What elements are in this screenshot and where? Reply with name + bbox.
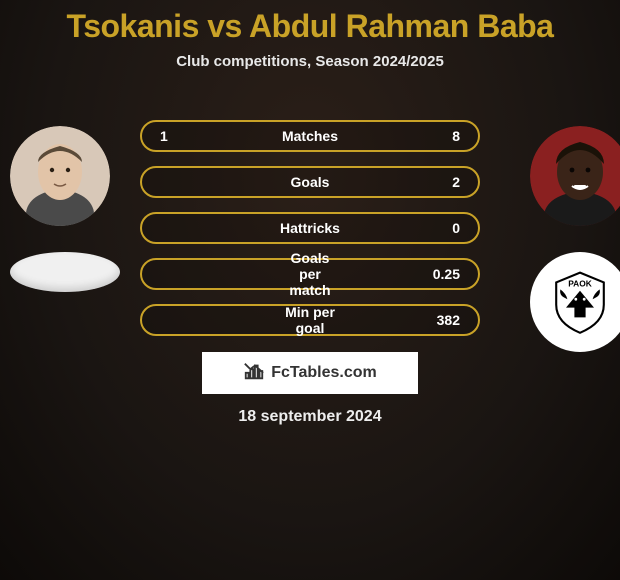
stat-right-value: 0 <box>452 220 460 236</box>
stat-row: Goals per match 0.25 <box>140 258 480 290</box>
comparison-card: Tsokanis vs Abdul Rahman Baba Club compe… <box>0 0 620 580</box>
page-title: Tsokanis vs Abdul Rahman Baba <box>0 0 620 45</box>
stat-row: Goals 2 <box>140 166 480 198</box>
stat-right-value: 0.25 <box>433 266 460 282</box>
watermark: FcTables.com <box>202 352 418 394</box>
stat-right-value: 8 <box>452 128 460 144</box>
svg-text:PAOK: PAOK <box>568 279 592 289</box>
stats-container: 1 Matches 8 Goals 2 Hattricks 0 Goals pe… <box>140 120 480 350</box>
stat-label: Goals <box>280 174 340 190</box>
stat-label: Hattricks <box>280 220 340 236</box>
stat-label: Matches <box>280 128 340 144</box>
chart-icon <box>243 360 265 387</box>
subtitle: Club competitions, Season 2024/2025 <box>0 53 620 70</box>
stat-right-value: 382 <box>437 312 460 328</box>
watermark-text: FcTables.com <box>271 364 377 382</box>
player-left-avatar <box>10 126 110 226</box>
date: 18 september 2024 <box>0 408 620 426</box>
stat-label: Min per goal <box>280 304 340 336</box>
stat-right-value: 2 <box>452 174 460 190</box>
stat-row: 1 Matches 8 <box>140 120 480 152</box>
player-right-avatar <box>530 126 620 226</box>
stat-row: Min per goal 382 <box>140 304 480 336</box>
club-crest-right: PAOK <box>530 252 620 352</box>
club-crest-left <box>10 252 120 292</box>
stat-left-value: 1 <box>160 128 168 144</box>
stat-row: Hattricks 0 <box>140 212 480 244</box>
stat-label: Goals per match <box>280 250 340 298</box>
